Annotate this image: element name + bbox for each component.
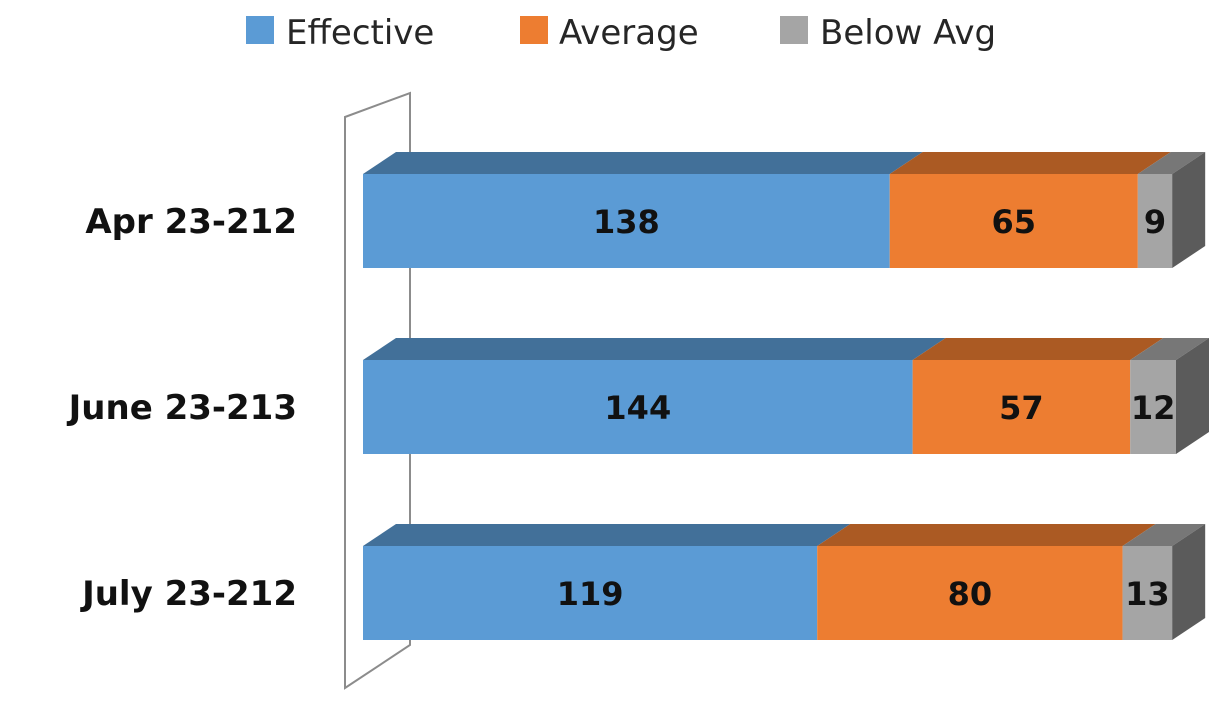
- category-label: June 23-213: [67, 388, 297, 428]
- legend-label-effective: Effective: [286, 13, 434, 53]
- data-label: 65: [992, 203, 1037, 241]
- data-labels: 138 65 9 144 57 12 119 80 13: [557, 203, 1176, 613]
- bar-segment-side: [1176, 338, 1209, 454]
- category-axis-wall: [344, 91, 411, 690]
- bar-segment-below-avg: [1137, 174, 1173, 268]
- bar-segment-top: [912, 338, 1164, 360]
- bar-segment-average: [817, 546, 1123, 640]
- bar-segment-below-avg: [1130, 360, 1176, 454]
- bar-segment-top: [363, 524, 851, 546]
- data-label: 80: [948, 575, 993, 613]
- category-axis-labels: Apr 23-212 June 23-213 July 23-212: [67, 202, 297, 614]
- bar-segment-top: [889, 152, 1171, 174]
- category-label: Apr 23-212: [85, 202, 297, 242]
- data-label: 12: [1131, 389, 1176, 427]
- data-label: 13: [1125, 575, 1170, 613]
- bar-segment-top: [363, 152, 923, 174]
- data-label: 144: [604, 389, 671, 427]
- data-label: 138: [593, 203, 660, 241]
- legend-label-average: Average: [559, 13, 699, 53]
- bar-segment-effective: [363, 174, 890, 268]
- data-label: 119: [557, 575, 624, 613]
- legend-label-below-avg: Below Avg: [820, 13, 996, 53]
- legend-swatch-average: [520, 16, 548, 44]
- legend-swatch-effective: [246, 16, 274, 44]
- bar-segment-average: [889, 174, 1138, 268]
- legend-swatch-below-avg: [780, 16, 808, 44]
- bar-segment-average: [912, 360, 1131, 454]
- bar-segments: [363, 152, 1209, 640]
- chart-back-wall: [344, 91, 411, 690]
- legend: Effective Average Below Avg: [246, 13, 996, 53]
- bar-segment-below-avg: [1122, 546, 1173, 640]
- bar-segment-effective: [363, 546, 818, 640]
- bar-segment-top: [1137, 152, 1206, 174]
- bar-segment-top: [1130, 338, 1209, 360]
- data-label: 9: [1144, 203, 1166, 241]
- bar-segment-top: [817, 524, 1156, 546]
- bar-segment-top: [363, 338, 946, 360]
- bar-segment-effective: [363, 360, 913, 454]
- bar-segment-side: [1172, 524, 1206, 640]
- category-label: July 23-212: [80, 574, 297, 614]
- data-label: 57: [999, 389, 1044, 427]
- bar-segment-side: [1172, 152, 1206, 268]
- bar-segment-top: [1122, 524, 1206, 546]
